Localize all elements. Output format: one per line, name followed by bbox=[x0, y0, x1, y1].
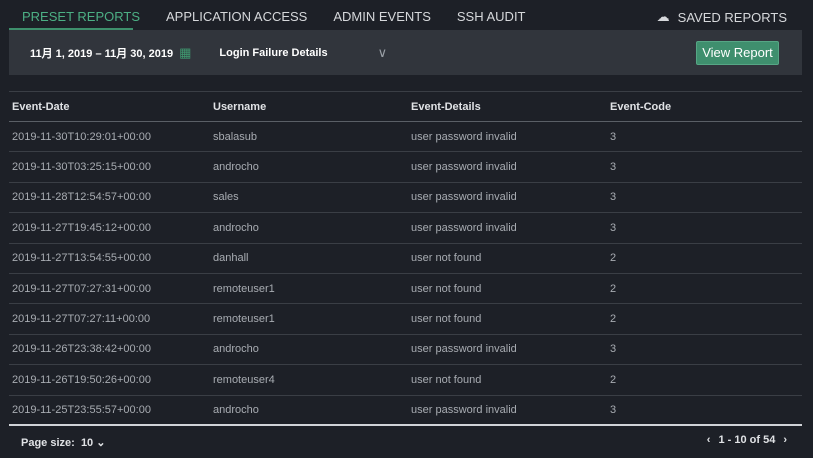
chevron-down-icon[interactable]: ∨ bbox=[377, 44, 388, 60]
cell-event-code: 2 bbox=[607, 273, 802, 305]
cell-event-details: user not found bbox=[408, 243, 607, 274]
table-row[interactable]: 2019-11-27T07:27:31+00:00 remoteuser1 user… bbox=[9, 273, 802, 305]
tab-ssh-audit[interactable]: SSH AUDIT bbox=[456, 9, 526, 24]
cell-event-details: user not found bbox=[408, 364, 607, 396]
report-toolbar: 11月 1, 2019 – 11月 30, 2019 ▦ Login Failu… bbox=[9, 30, 802, 75]
table-row[interactable]: 2019-11-30T03:25:15+00:00 androcho user pa… bbox=[9, 151, 802, 183]
column-header-event-date[interactable]: Event-Date bbox=[9, 91, 210, 122]
cell-event-date: 2019-11-30T10:29:01+00:00 bbox=[9, 121, 210, 153]
chevron-down-icon: ⌄ bbox=[96, 437, 106, 449]
column-header-event-details[interactable]: Event-Details bbox=[408, 91, 607, 122]
events-table: Event-Date Username Event-Details Event-… bbox=[9, 91, 802, 427]
cell-event-code: 2 bbox=[607, 303, 802, 335]
active-tab-indicator bbox=[9, 28, 133, 31]
page-range: 1 - 10 of 54 bbox=[718, 434, 776, 446]
cell-event-date: 2019-11-26T19:50:26+00:00 bbox=[9, 364, 210, 396]
cell-username: androcho bbox=[210, 395, 408, 427]
table-row[interactable]: 2019-11-27T07:27:11+00:00 remoteuser1 user… bbox=[9, 303, 802, 335]
cell-username: remoteuser4 bbox=[210, 364, 408, 396]
cell-username: androcho bbox=[210, 334, 408, 366]
cell-event-details: user password invalid bbox=[408, 121, 607, 153]
table-row[interactable]: 2019-11-27T13:54:55+00:00 danhall user not… bbox=[9, 243, 802, 274]
cell-event-date: 2019-11-27T07:27:31+00:00 bbox=[9, 273, 210, 305]
cell-event-details: user password invalid bbox=[408, 151, 607, 183]
tab-list: PRESET REPORTS APPLICATION ACCESS ADMIN … bbox=[22, 9, 526, 24]
column-header-event-code[interactable]: Event-Code bbox=[607, 91, 802, 122]
pagination: ‹ 1 - 10 of 54 › bbox=[707, 434, 787, 446]
next-page-icon[interactable]: › bbox=[783, 434, 787, 446]
cell-event-date: 2019-11-30T03:25:15+00:00 bbox=[9, 151, 210, 183]
cell-username: sbalasub bbox=[210, 121, 408, 153]
table-row[interactable]: 2019-11-26T19:50:26+00:00 remoteuser4 user… bbox=[9, 364, 802, 396]
cell-event-date: 2019-11-27T19:45:12+00:00 bbox=[9, 212, 210, 244]
cell-username: danhall bbox=[210, 243, 408, 274]
page-size-label: Page size: bbox=[21, 437, 75, 449]
saved-reports-label: SAVED REPORTS bbox=[677, 9, 787, 25]
cell-username: remoteuser1 bbox=[210, 303, 408, 335]
table-row[interactable]: 2019-11-30T10:29:01+00:00 sbalasub user pa… bbox=[9, 121, 802, 153]
cell-event-details: user not found bbox=[408, 273, 607, 305]
table-row[interactable]: 2019-11-28T12:54:57+00:00 sales user passw… bbox=[9, 182, 802, 214]
tab-admin-events[interactable]: ADMIN EVENTS bbox=[333, 9, 431, 24]
cell-username: remoteuser1 bbox=[210, 273, 408, 305]
cloud-icon: ☁ bbox=[656, 9, 670, 24]
cell-event-date: 2019-11-27T13:54:55+00:00 bbox=[9, 243, 210, 274]
cell-event-date: 2019-11-26T23:38:42+00:00 bbox=[9, 334, 210, 366]
page-size-selector[interactable]: Page size: 10 ⌄ bbox=[21, 436, 105, 449]
cell-event-code: 3 bbox=[607, 395, 802, 427]
saved-reports-button[interactable]: ☁ SAVED REPORTS bbox=[657, 9, 787, 25]
cell-event-details: user password invalid bbox=[408, 395, 607, 427]
cell-username: sales bbox=[210, 182, 408, 214]
cell-event-code: 3 bbox=[607, 151, 802, 183]
cell-event-date: 2019-11-28T12:54:57+00:00 bbox=[9, 182, 210, 214]
cell-event-details: user not found bbox=[408, 303, 607, 335]
date-range-picker[interactable]: 11月 1, 2019 – 11月 30, 2019 bbox=[30, 47, 174, 60]
column-header-username[interactable]: Username bbox=[210, 91, 408, 122]
table-row[interactable]: 2019-11-25T23:55:57+00:00 androcho user pa… bbox=[9, 395, 802, 427]
table-row[interactable]: 2019-11-27T19:45:12+00:00 androcho user pa… bbox=[9, 212, 802, 244]
cell-event-date: 2019-11-27T07:27:11+00:00 bbox=[9, 303, 210, 335]
view-report-button[interactable]: View Report bbox=[696, 40, 779, 65]
cell-event-code: 2 bbox=[607, 364, 802, 396]
cell-event-code: 2 bbox=[607, 243, 802, 274]
tab-application-access[interactable]: APPLICATION ACCESS bbox=[166, 9, 308, 24]
table-header-row: Event-Date Username Event-Details Event-… bbox=[9, 91, 802, 122]
cell-event-details: user password invalid bbox=[408, 334, 607, 366]
cell-event-code: 3 bbox=[607, 212, 802, 244]
cell-event-details: user password invalid bbox=[408, 212, 607, 244]
report-select[interactable]: Login Failure Details bbox=[219, 46, 328, 59]
cell-event-code: 3 bbox=[607, 182, 802, 214]
cell-event-code: 3 bbox=[607, 334, 802, 366]
tab-preset-reports[interactable]: PRESET REPORTS bbox=[22, 9, 140, 24]
page-size-value: 10 bbox=[80, 437, 94, 449]
cell-event-details: user password invalid bbox=[408, 182, 607, 214]
tab-bar: PRESET REPORTS APPLICATION ACCESS ADMIN … bbox=[0, 0, 813, 31]
cell-username: androcho bbox=[210, 151, 408, 183]
cell-event-date: 2019-11-25T23:55:57+00:00 bbox=[9, 395, 210, 427]
cell-username: androcho bbox=[210, 212, 408, 244]
table-row[interactable]: 2019-11-26T23:38:42+00:00 androcho user pa… bbox=[9, 334, 802, 366]
previous-page-icon[interactable]: ‹ bbox=[706, 434, 711, 446]
cell-event-code: 3 bbox=[607, 121, 802, 153]
calendar-icon[interactable]: ▦ bbox=[179, 44, 192, 60]
